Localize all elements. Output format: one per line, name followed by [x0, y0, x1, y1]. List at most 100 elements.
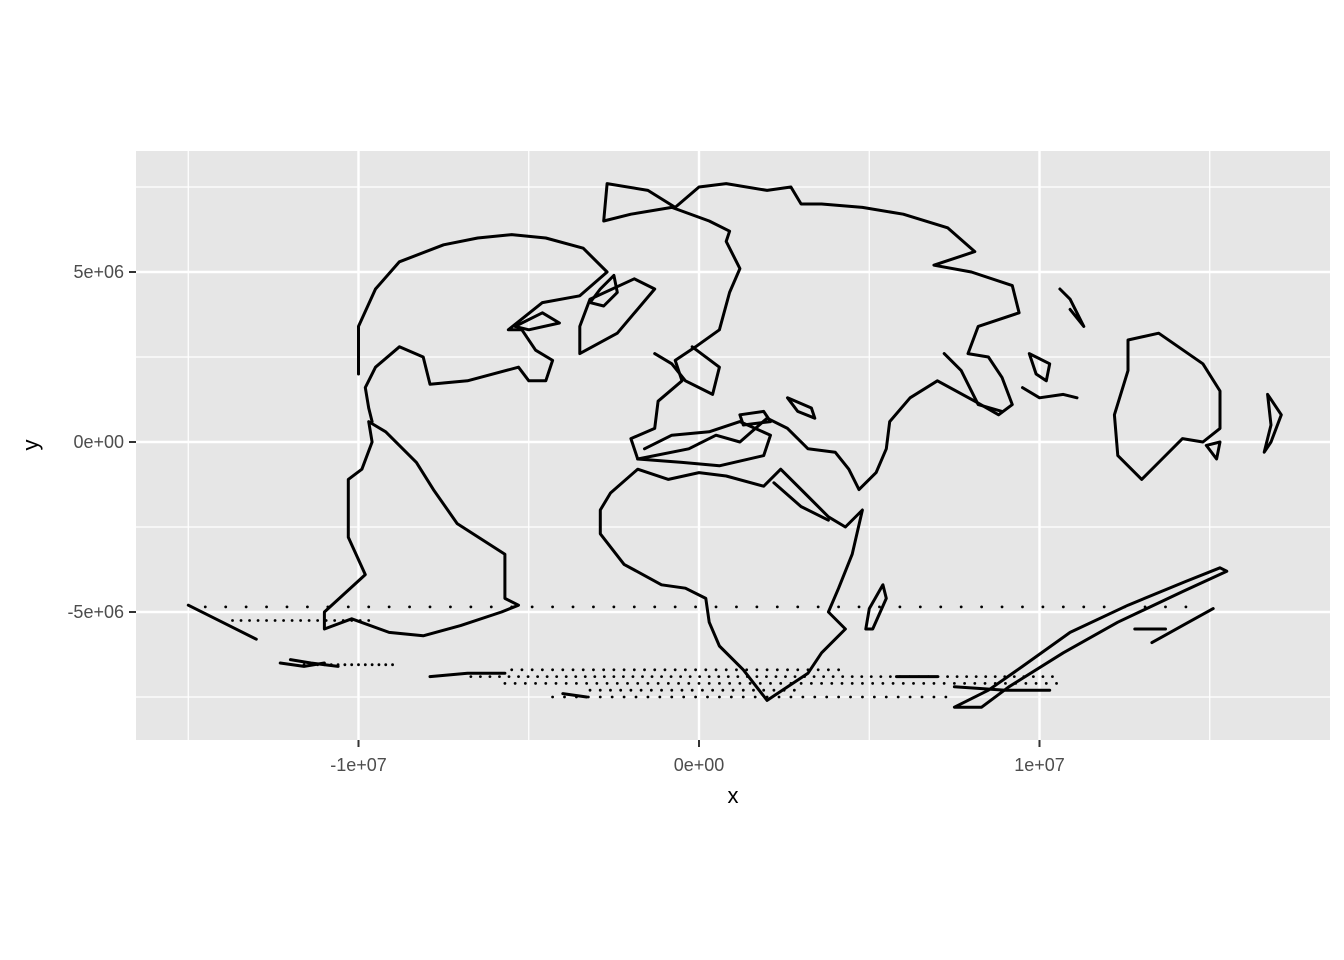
graticule-dot — [965, 675, 969, 678]
graticule-dot — [663, 668, 667, 672]
graticule-dot — [755, 605, 759, 609]
y-axis: -5e+06 0e+00 5e+06 — [67, 262, 136, 622]
graticule-dot — [721, 688, 725, 692]
graticule-dot — [523, 682, 527, 685]
graticule-dot — [801, 695, 805, 699]
graticule-dot — [724, 668, 728, 672]
graticule-dot — [694, 695, 697, 699]
graticule-dot — [503, 682, 507, 685]
graticule-dot — [683, 668, 687, 672]
graticule-dot — [585, 682, 589, 685]
graticule-dot — [735, 605, 738, 609]
graticule-dot — [980, 605, 984, 609]
graticule-dot — [735, 668, 738, 672]
graticule-dot — [285, 605, 289, 609]
graticule-dot — [545, 675, 549, 678]
graticule-dot — [316, 619, 320, 622]
graticule-dot — [736, 675, 740, 678]
graticule-dot — [769, 682, 772, 685]
graticule-dot — [350, 663, 354, 667]
graticule-dot — [694, 668, 697, 672]
graticule-dot — [602, 668, 606, 672]
graticule-dot — [772, 688, 776, 692]
graticule-dot — [701, 688, 704, 692]
coast-segment-southern-coast-2 — [1150, 607, 1215, 645]
graticule-dot — [765, 675, 768, 678]
graticule-dot — [1123, 605, 1127, 609]
graticule-dot — [983, 682, 987, 685]
graticule-dot — [1082, 605, 1086, 609]
graticule-dot — [784, 675, 787, 678]
graticule-dot — [244, 605, 248, 609]
graticule-dot — [469, 605, 473, 609]
graticule-dot — [653, 668, 657, 672]
graticule-dot — [341, 619, 345, 622]
graticule-dot — [774, 675, 778, 678]
graticule-dot — [290, 619, 294, 622]
graticule-dot — [714, 668, 718, 672]
graticule-dot — [707, 682, 711, 685]
x-axis-title: x — [728, 783, 739, 808]
graticule-dot — [498, 675, 501, 678]
graticule-dot — [1102, 605, 1106, 609]
graticule-dot — [753, 695, 757, 699]
x-tick-label: 0e+00 — [674, 755, 725, 775]
graticule-dot — [917, 675, 921, 678]
y-tick-label: 0e+00 — [73, 432, 124, 452]
graticule-dot — [363, 663, 367, 667]
graticule-dot — [526, 675, 530, 678]
graticule-dot — [203, 605, 207, 609]
graticule-dot — [694, 605, 697, 609]
graticule-dot — [765, 695, 769, 699]
graticule-dot — [690, 688, 694, 692]
graticule-dot — [639, 688, 643, 692]
graticule-dot — [581, 668, 585, 672]
graticule-dot — [803, 675, 806, 678]
graticule-dot — [357, 663, 360, 667]
graticule-dot — [673, 668, 677, 672]
graticule-dot — [706, 695, 709, 699]
graticule-dot — [615, 682, 619, 685]
graticule-dot — [920, 695, 924, 699]
graticule-dot — [786, 668, 789, 672]
graticule-dot — [224, 605, 228, 609]
graticule-dot — [1061, 605, 1065, 609]
graticule-dot — [513, 682, 517, 685]
graticule-dot — [936, 675, 940, 678]
graticule-dot — [658, 695, 662, 699]
graticule-dot — [329, 663, 333, 667]
graticule-dot — [813, 695, 817, 699]
graticule-dot — [789, 695, 793, 699]
graticule-dot — [309, 663, 313, 667]
graticule-dot — [861, 682, 864, 685]
graticule-dot — [408, 605, 411, 609]
graticule-dot — [326, 605, 330, 609]
graticule-dot — [908, 675, 911, 678]
graticule-dot — [680, 688, 684, 692]
major-gridlines — [136, 151, 1330, 740]
graticule-dot — [333, 619, 337, 622]
coastline-japan — [1058, 287, 1086, 328]
graticule-dot — [622, 668, 626, 672]
graticule-dots — [203, 605, 1188, 699]
coastline-indian-peninsula — [942, 352, 1004, 413]
x-axis: -1e+07 0e+00 1e+07 — [330, 740, 1065, 775]
graticule-dot — [799, 682, 803, 685]
graticule-dot — [520, 668, 524, 672]
graticule-dot — [307, 619, 311, 622]
coastline-iceland — [513, 311, 561, 332]
graticule-dot — [825, 695, 829, 699]
graticule-dot — [898, 675, 902, 678]
graticule-dot — [1034, 682, 1038, 685]
graticule-dot — [837, 695, 841, 699]
graticule-dot — [612, 675, 616, 678]
graticule-dot — [942, 682, 946, 685]
graticule-dot — [324, 619, 328, 622]
graticule-dot — [752, 688, 755, 692]
graticule-dot — [256, 619, 260, 622]
coastline-greenland — [578, 277, 657, 356]
graticule-dot — [660, 688, 663, 692]
graticule-dot — [575, 682, 578, 685]
y-axis-title: y — [18, 440, 43, 451]
coastline-mediterranean — [636, 420, 772, 468]
